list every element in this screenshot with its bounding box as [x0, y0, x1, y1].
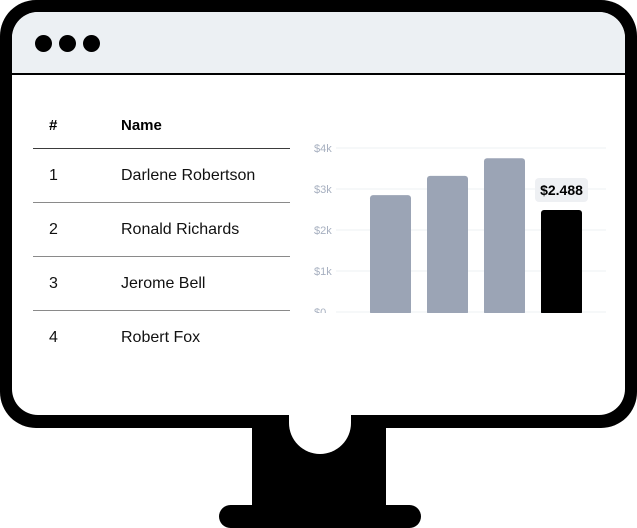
window-dot-icon[interactable]	[83, 35, 100, 52]
bar[interactable]	[427, 175, 468, 315]
y-tick-label: $1k	[314, 266, 332, 278]
row-number: 3	[49, 275, 58, 292]
row-number: 1	[49, 167, 58, 184]
column-header-name: Name	[121, 117, 162, 134]
bar[interactable]	[370, 195, 411, 315]
row-name: Robert Fox	[121, 329, 201, 346]
y-tick-label: $4k	[314, 143, 332, 155]
row-name: Ronald Richards	[121, 221, 240, 238]
bar-chart: $0$1k$2k$3k$4k$2.488	[294, 143, 606, 326]
bar-value-badge	[535, 177, 588, 202]
bar[interactable]	[484, 158, 525, 315]
table-row: 4 Robert Fox	[33, 311, 290, 364]
row-name: Jerome Bell	[121, 275, 206, 292]
monitor-frame: # Name 1 Darlene Robertson 2 Ronald Rich…	[0, 0, 637, 428]
window-dot-icon[interactable]	[59, 35, 76, 52]
window-dot-icon[interactable]	[35, 35, 52, 52]
people-table: # Name 1 Darlene Robertson 2 Ronald Rich…	[33, 100, 290, 364]
browser-window: # Name 1 Darlene Robertson 2 Ronald Rich…	[12, 12, 625, 415]
table-row: 2 Ronald Richards	[33, 203, 290, 257]
y-tick-label: $2k	[314, 225, 332, 237]
table-row: 1 Darlene Robertson	[33, 149, 290, 203]
table-row: 3 Jerome Bell	[33, 257, 290, 311]
monitor-stand-notch	[289, 400, 351, 454]
monitor-stand-base	[219, 505, 421, 528]
column-header-number: #	[49, 117, 58, 134]
window-titlebar	[12, 12, 625, 75]
bar-value-label: $2.488	[540, 182, 583, 198]
bar-highlighted[interactable]	[541, 209, 582, 315]
row-number: 2	[49, 221, 58, 238]
table-header: # Name	[33, 100, 290, 149]
row-name: Darlene Robertson	[121, 167, 256, 184]
y-tick-label: $3k	[314, 184, 332, 196]
chart-baseline-mask	[294, 313, 606, 326]
row-number: 4	[49, 329, 58, 346]
